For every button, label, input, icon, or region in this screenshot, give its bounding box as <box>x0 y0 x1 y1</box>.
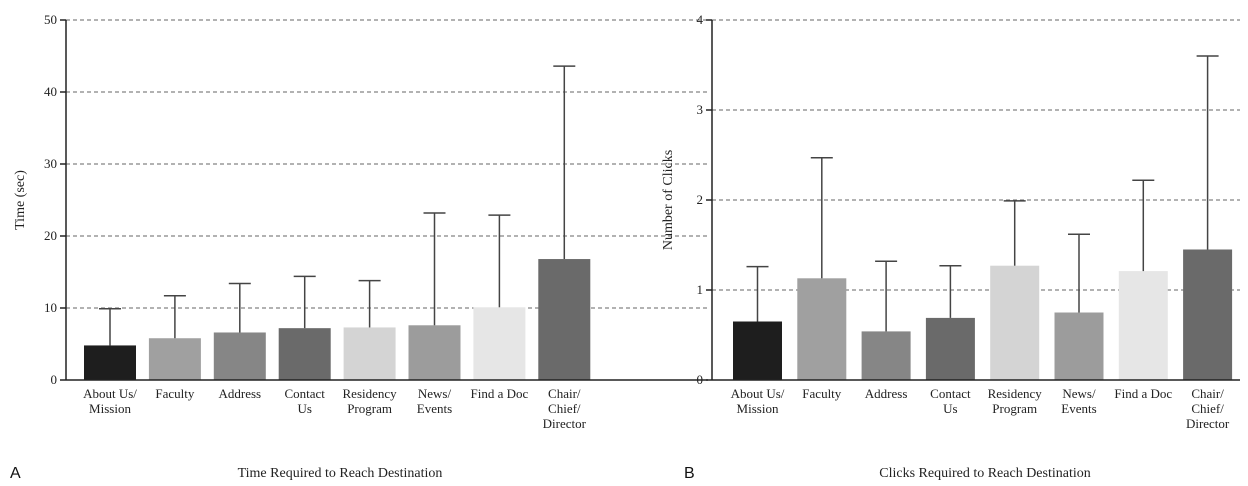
y-tick-label: 4 <box>697 12 704 27</box>
x-tick-label-line: Residency <box>988 386 1043 401</box>
x-tick-label: Contact Us <box>284 386 325 416</box>
y-axis-label: Number of Clicks <box>661 150 676 250</box>
x-tick-label-line: Chief/ <box>548 401 581 416</box>
x-tick-label-line: Program <box>347 401 392 416</box>
x-tick-label: Faculty <box>802 386 841 401</box>
y-tick-label: 1 <box>697 282 704 297</box>
x-tick-label-line: Contact <box>284 386 325 401</box>
bar <box>1183 249 1233 380</box>
chart-title: Clicks Required to Reach Destination <box>879 466 1091 481</box>
x-tick-label-line: Chief/ <box>1191 401 1224 416</box>
y-tick-label: 2 <box>697 192 704 207</box>
x-tick-label: Contact Us <box>930 386 971 416</box>
x-tick-label: News/Events <box>1061 386 1096 416</box>
x-tick-label-line: Address <box>218 386 261 401</box>
bar <box>1054 312 1104 380</box>
y-tick-label: 40 <box>44 84 57 99</box>
x-tick-label-line: Address <box>865 386 908 401</box>
x-tick-label-line: Find a Doc <box>1114 386 1172 401</box>
x-tick-label-line: News/ <box>1062 386 1096 401</box>
bar <box>473 307 526 380</box>
x-tick-label-line: Events <box>417 401 452 416</box>
x-tick-label: News/Events <box>417 386 452 416</box>
bar <box>925 317 975 380</box>
bar <box>84 345 136 380</box>
x-tick-label-line: Events <box>1061 401 1096 416</box>
x-tick-label-line: Residency <box>343 386 398 401</box>
x-tick-label-line: Chair/ <box>1191 386 1224 401</box>
y-tick-label: 0 <box>697 372 704 387</box>
x-tick-label: Faculty <box>155 386 194 401</box>
y-tick-label: 3 <box>697 102 704 117</box>
bar <box>408 325 461 380</box>
bar <box>1118 271 1168 380</box>
x-tick-label-line: News/ <box>418 386 452 401</box>
y-tick-label: 20 <box>44 228 57 243</box>
y-tick-label: 0 <box>51 372 58 387</box>
y-tick-label: 10 <box>44 300 57 315</box>
x-tick-label-line: Chair/ <box>548 386 581 401</box>
x-tick-label: Find a Doc <box>471 386 529 401</box>
bar <box>213 332 266 380</box>
bar <box>343 327 396 380</box>
x-tick-label-line: Mission <box>89 401 131 416</box>
x-tick-label-line: Faculty <box>802 386 841 401</box>
chart-title: Time Required to Reach Destination <box>238 466 443 481</box>
x-tick-label-line: Mission <box>737 401 779 416</box>
x-tick-label: Residency Program <box>988 386 1043 416</box>
x-tick-label-line: Faculty <box>155 386 194 401</box>
x-tick-label-line: About Us/ <box>731 386 785 401</box>
x-tick-label-line: Us <box>943 401 957 416</box>
x-tick-label: About Us/Mission <box>731 386 785 416</box>
x-tick-label: Residency Program <box>343 386 398 416</box>
y-axis-label: Time (sec) <box>13 170 28 230</box>
x-tick-label-line: Director <box>1186 416 1230 431</box>
x-tick-label: Address <box>865 386 908 401</box>
bar <box>797 278 847 380</box>
x-tick-label-line: Find a Doc <box>471 386 529 401</box>
bar <box>990 265 1040 380</box>
x-tick-label-line: Us <box>297 401 311 416</box>
panel-label: B <box>684 465 695 482</box>
x-tick-label-line: About Us/ <box>83 386 137 401</box>
bar <box>733 321 782 380</box>
x-tick-label-line: Program <box>992 401 1037 416</box>
panel-label: A <box>10 465 21 482</box>
x-tick-label-line: Director <box>543 416 587 431</box>
x-tick-label: Find a Doc <box>1114 386 1172 401</box>
x-tick-label-line: Contact <box>930 386 971 401</box>
chart-panel-b: 0 1 2 3 4 About Us/Mission Faculty Address Conta… <box>661 12 1240 482</box>
x-tick-label: About Us/Mission <box>83 386 137 416</box>
bar <box>278 328 331 380</box>
x-tick-label: Address <box>218 386 261 401</box>
x-tick-label: Chair/Chief/Director <box>543 386 587 431</box>
bar <box>861 331 911 380</box>
bar <box>538 259 591 380</box>
bar <box>148 338 201 380</box>
y-tick-label: 30 <box>44 156 57 171</box>
x-tick-label: Chair/Chief/Director <box>1186 386 1230 431</box>
y-tick-label: 50 <box>44 12 57 27</box>
